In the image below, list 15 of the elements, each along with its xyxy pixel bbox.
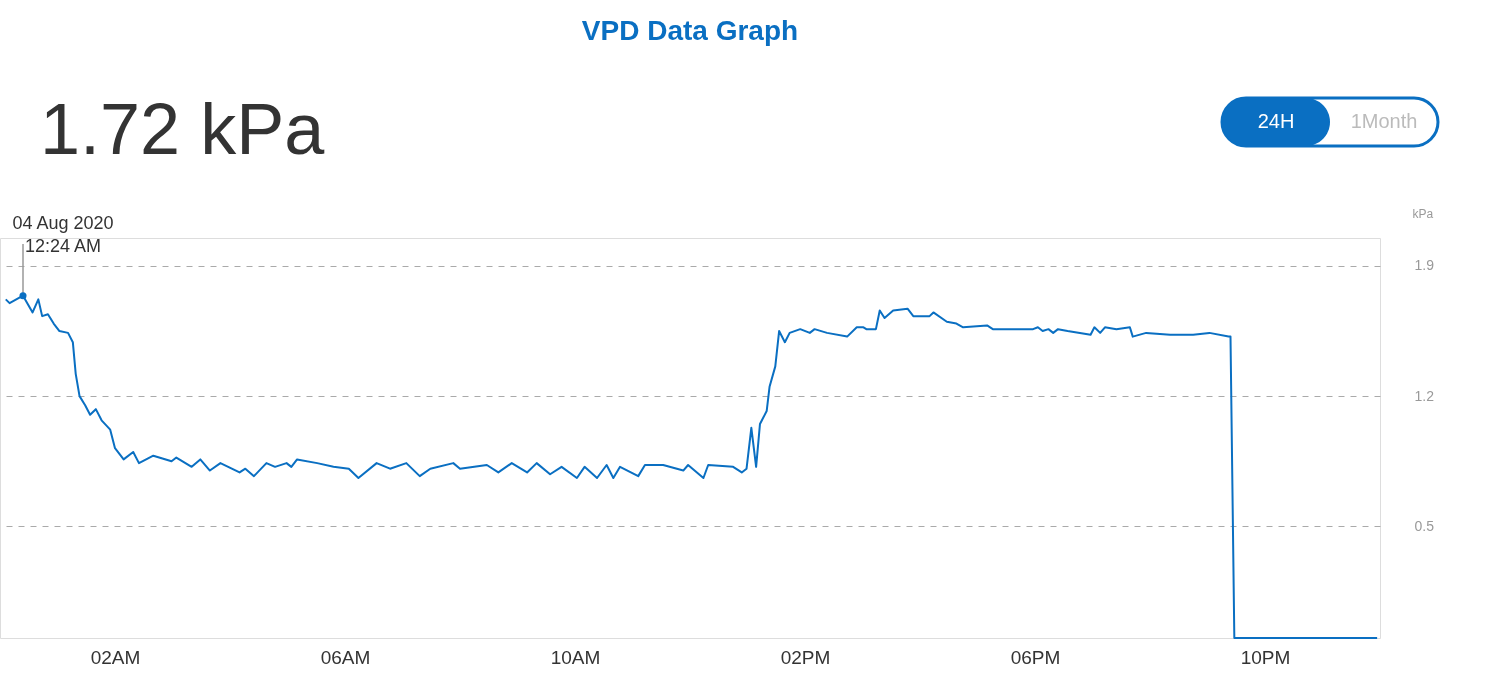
x-tick-label: 02AM [90,646,141,668]
annotation: 04 Aug 2020 12:24 AM [12,213,114,256]
y-axis-title: kPa [1412,206,1434,221]
x-tick-label: 06AM [320,646,371,668]
chart-title: VPD Data Graph [581,15,799,46]
x-tick-label: 02PM [780,646,831,668]
text: 24H [1257,110,1295,132]
y-tick-label: 1.9 [1414,257,1435,274]
x-tick-label: 10PM [1240,646,1291,668]
y-tick-label: 1.2 [1414,387,1435,404]
y-tick-label: 0.5 [1414,517,1435,534]
x-tick-label: 10AM [550,646,601,668]
chart-subtitle: 1.72 kPa [40,89,326,169]
x-tick-label: 06PM [1010,646,1061,668]
text: 1Month [1350,110,1418,132]
